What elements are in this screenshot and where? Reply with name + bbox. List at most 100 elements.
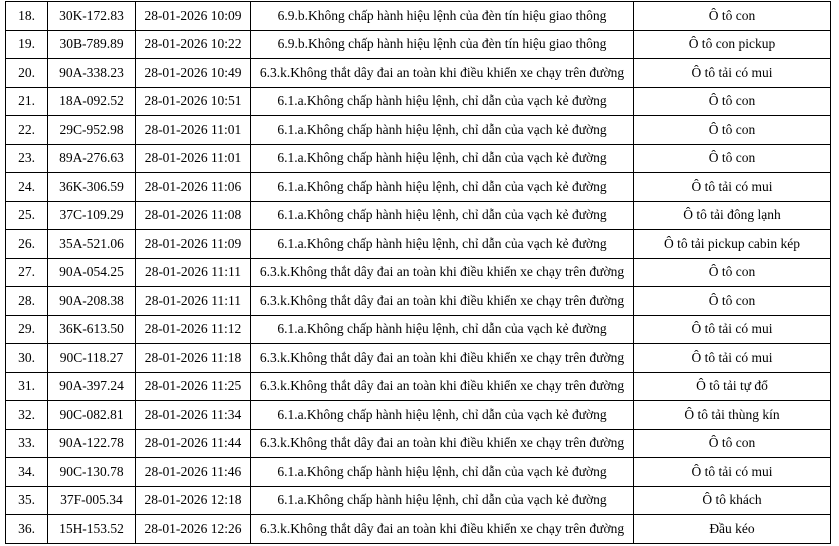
vehicle-type-cell: Ô tô tải có mui [633,343,831,373]
traffic-violations-table: 18. 30K-172.83 28-01-2026 10:09 6.9.b.Kh… [5,1,831,544]
table-row: 24. 36K-306.59 28-01-2026 11:06 6.1.a.Kh… [5,172,831,202]
row-number-cell: 24. [5,172,48,202]
row-number-cell: 18. [5,1,48,31]
row-number-cell: 33. [5,428,48,458]
violation-description-cell: 6.1.a.Không chấp hành hiệu lệnh, chỉ dẫn… [250,115,634,145]
table-row: 20. 90A-338.23 28-01-2026 10:49 6.3.k.Kh… [5,58,831,88]
row-number-cell: 22. [5,115,48,145]
datetime-cell: 28-01-2026 11:25 [135,371,251,401]
row-number-cell: 31. [5,371,48,401]
row-number-cell: 32. [5,400,48,430]
row-number-cell: 25. [5,200,48,230]
table-row: 23. 89A-276.63 28-01-2026 11:01 6.1.a.Kh… [5,143,831,173]
license-plate-cell: 90A-338.23 [47,58,136,88]
datetime-cell: 28-01-2026 11:01 [135,143,251,173]
table-row: 33. 90A-122.78 28-01-2026 11:44 6.3.k.Kh… [5,428,831,458]
vehicle-type-cell: Ô tô tải pickup cabin kép [633,229,831,259]
vehicle-type-cell: Ô tô tải có mui [633,172,831,202]
table-row: 32. 90C-082.81 28-01-2026 11:34 6.1.a.Kh… [5,400,831,430]
datetime-cell: 28-01-2026 11:12 [135,314,251,344]
vehicle-type-cell: Ô tô tải tự đổ [633,371,831,401]
row-number-cell: 30. [5,343,48,373]
license-plate-cell: 90A-397.24 [47,371,136,401]
license-plate-cell: 18A-092.52 [47,86,136,116]
table-row: 26. 35A-521.06 28-01-2026 11:09 6.1.a.Kh… [5,229,831,259]
violation-description-cell: 6.1.a.Không chấp hành hiệu lệnh, chỉ dẫn… [250,143,634,173]
violation-description-cell: 6.3.k.Không thắt dây đai an toàn khi điề… [250,514,634,544]
license-plate-cell: 90A-208.38 [47,286,136,316]
datetime-cell: 28-01-2026 11:09 [135,229,251,259]
datetime-cell: 28-01-2026 12:18 [135,485,251,515]
datetime-cell: 28-01-2026 11:01 [135,115,251,145]
row-number-cell: 23. [5,143,48,173]
vehicle-type-cell: Ô tô tải có mui [633,58,831,88]
license-plate-cell: 90C-130.78 [47,457,136,487]
table-row: 18. 30K-172.83 28-01-2026 10:09 6.9.b.Kh… [5,1,831,31]
violation-description-cell: 6.1.a.Không chấp hành hiệu lệnh, chỉ dẫn… [250,314,634,344]
row-number-cell: 20. [5,58,48,88]
datetime-cell: 28-01-2026 11:11 [135,286,251,316]
row-number-cell: 36. [5,514,48,544]
vehicle-type-cell: Ô tô con [633,86,831,116]
datetime-cell: 28-01-2026 11:34 [135,400,251,430]
table-row: 28. 90A-208.38 28-01-2026 11:11 6.3.k.Kh… [5,286,831,316]
row-number-cell: 27. [5,257,48,287]
violations-table-body: 18. 30K-172.83 28-01-2026 10:09 6.9.b.Kh… [5,1,831,544]
violation-description-cell: 6.3.k.Không thắt dây đai an toàn khi điề… [250,343,634,373]
datetime-cell: 28-01-2026 10:49 [135,58,251,88]
license-plate-cell: 36K-306.59 [47,172,136,202]
row-number-cell: 29. [5,314,48,344]
table-row: 31. 90A-397.24 28-01-2026 11:25 6.3.k.Kh… [5,371,831,401]
license-plate-cell: 89A-276.63 [47,143,136,173]
vehicle-type-cell: Đầu kéo [633,514,831,544]
license-plate-cell: 30K-172.83 [47,1,136,31]
datetime-cell: 28-01-2026 11:11 [135,257,251,287]
datetime-cell: 28-01-2026 10:51 [135,86,251,116]
violation-description-cell: 6.3.k.Không thắt dây đai an toàn khi điề… [250,286,634,316]
vehicle-type-cell: Ô tô con [633,1,831,31]
vehicle-type-cell: Ô tô tải thùng kín [633,400,831,430]
datetime-cell: 28-01-2026 12:26 [135,514,251,544]
table-row: 35. 37F-005.34 28-01-2026 12:18 6.1.a.Kh… [5,485,831,515]
datetime-cell: 28-01-2026 11:46 [135,457,251,487]
datetime-cell: 28-01-2026 11:08 [135,200,251,230]
vehicle-type-cell: Ô tô tải đông lạnh [633,200,831,230]
violation-description-cell: 6.1.a.Không chấp hành hiệu lệnh, chỉ dẫn… [250,457,634,487]
license-plate-cell: 90A-122.78 [47,428,136,458]
vehicle-type-cell: Ô tô con [633,286,831,316]
datetime-cell: 28-01-2026 10:22 [135,29,251,59]
violation-description-cell: 6.1.a.Không chấp hành hiệu lệnh, chỉ dẫn… [250,172,634,202]
license-plate-cell: 90A-054.25 [47,257,136,287]
row-number-cell: 34. [5,457,48,487]
license-plate-cell: 35A-521.06 [47,229,136,259]
violation-description-cell: 6.1.a.Không chấp hành hiệu lệnh, chỉ dẫn… [250,86,634,116]
license-plate-cell: 90C-118.27 [47,343,136,373]
violation-description-cell: 6.3.k.Không thắt dây đai an toàn khi điề… [250,58,634,88]
table-row: 21. 18A-092.52 28-01-2026 10:51 6.1.a.Kh… [5,86,831,116]
vehicle-type-cell: Ô tô con [633,143,831,173]
license-plate-cell: 37C-109.29 [47,200,136,230]
table-row: 30. 90C-118.27 28-01-2026 11:18 6.3.k.Kh… [5,343,831,373]
license-plate-cell: 37F-005.34 [47,485,136,515]
violation-description-cell: 6.3.k.Không thắt dây đai an toàn khi điề… [250,428,634,458]
datetime-cell: 28-01-2026 11:06 [135,172,251,202]
table-row: 25. 37C-109.29 28-01-2026 11:08 6.1.a.Kh… [5,200,831,230]
violation-description-cell: 6.9.b.Không chấp hành hiệu lệnh của đèn … [250,1,634,31]
violation-description-cell: 6.9.b.Không chấp hành hiệu lệnh của đèn … [250,29,634,59]
license-plate-cell: 29C-952.98 [47,115,136,145]
vehicle-type-cell: Ô tô tải có mui [633,314,831,344]
row-number-cell: 35. [5,485,48,515]
vehicle-type-cell: Ô tô con [633,115,831,145]
vehicle-type-cell: Ô tô con pickup [633,29,831,59]
vehicle-type-cell: Ô tô con [633,257,831,287]
violation-description-cell: 6.1.a.Không chấp hành hiệu lệnh, chỉ dẫn… [250,229,634,259]
table-row: 29. 36K-613.50 28-01-2026 11:12 6.1.a.Kh… [5,314,831,344]
vehicle-type-cell: Ô tô con [633,428,831,458]
table-row: 19. 30B-789.89 28-01-2026 10:22 6.9.b.Kh… [5,29,831,59]
datetime-cell: 28-01-2026 10:09 [135,1,251,31]
table-row: 36. 15H-153.52 28-01-2026 12:26 6.3.k.Kh… [5,514,831,544]
license-plate-cell: 30B-789.89 [47,29,136,59]
vehicle-type-cell: Ô tô khách [633,485,831,515]
table-row: 22. 29C-952.98 28-01-2026 11:01 6.1.a.Kh… [5,115,831,145]
